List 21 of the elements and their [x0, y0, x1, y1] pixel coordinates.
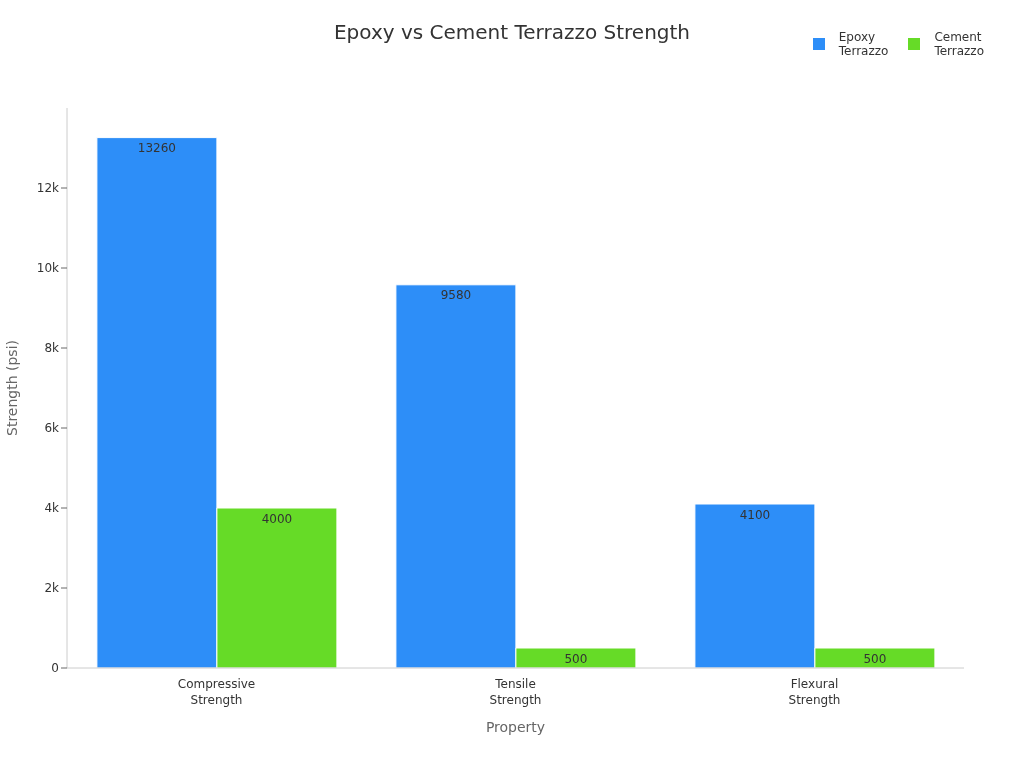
chart-title: Epoxy vs Cement Terrazzo Strength [333, 20, 691, 44]
legend-label: Cement Terrazzo [934, 30, 984, 58]
y-tick-label: 2k [44, 581, 60, 596]
data-label: 4100 [739, 507, 771, 522]
data-label: 13260 [137, 141, 176, 156]
y-tick-label: 10k [36, 261, 60, 276]
y-tick-label: 8k [44, 341, 60, 356]
data-label: 500 [564, 651, 588, 666]
legend-label: Epoxy Terrazzo [838, 30, 889, 58]
y-tick-label: 0 [51, 661, 59, 676]
y-tick-label: 12k [36, 181, 60, 196]
x-tick-label: Flexural Strength [788, 677, 841, 707]
data-label: 9580 [440, 288, 472, 303]
x-tick-label: Tensile Strength [489, 677, 542, 707]
y-tick-label: 4k [44, 501, 60, 516]
x-axis-title: Property [485, 719, 546, 735]
data-label: 500 [863, 651, 887, 666]
y-axis-title: Strength (psi) [3, 339, 20, 437]
y-tick-label: 6k [44, 421, 60, 436]
x-tick-label: Compressive Strength [177, 677, 256, 707]
data-label: 4000 [261, 511, 293, 526]
